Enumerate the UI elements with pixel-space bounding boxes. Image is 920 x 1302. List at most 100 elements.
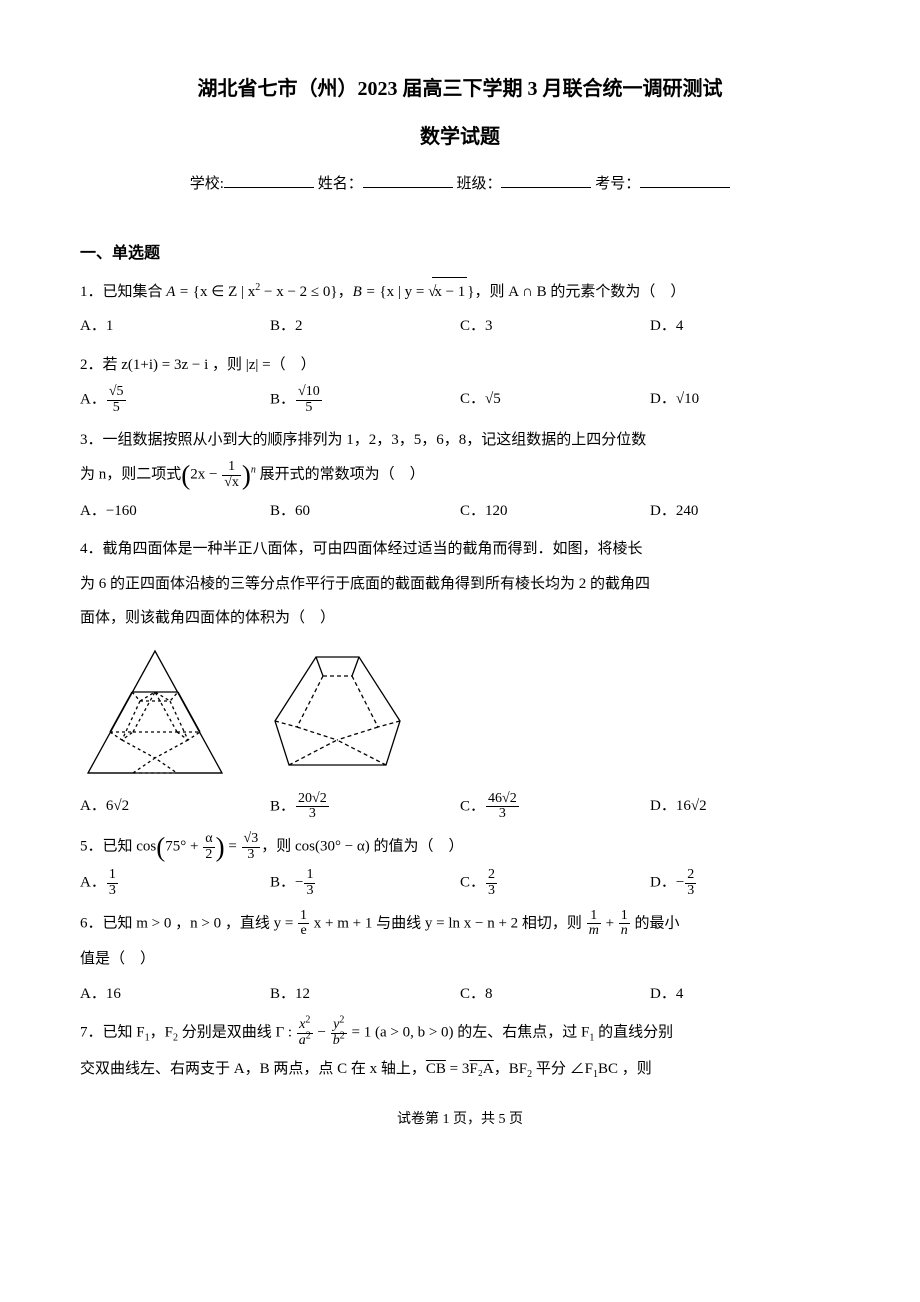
q1-pre: 已知集合 [103, 284, 167, 300]
q2-a-num: √5 [107, 385, 126, 401]
q5-arg1: 75° + [165, 839, 202, 855]
q2-choice-d[interactable]: D．√10 [650, 385, 840, 415]
q4-c-num: 46√2 [486, 792, 519, 808]
q1-choice-c[interactable]: C．3 [460, 312, 650, 341]
q1-choice-d[interactable]: D．4 [650, 312, 840, 341]
q5-rhsnum: √3 [242, 832, 261, 848]
q5-b-label: B．− [270, 875, 303, 891]
q4-figures [80, 645, 840, 780]
question-3-line1: 3．一组数据按照从小到大的顺序排列为 1，2，3，5，6，8，记这组数据的上四分… [80, 426, 840, 455]
student-info-line: 学校: 姓名： 班级： 考号： [80, 170, 840, 199]
q5-a-label: A． [80, 875, 106, 891]
q7-m2: 分别是双曲线 Γ : [178, 1025, 296, 1041]
q6-choice-a[interactable]: A．16 [80, 980, 270, 1009]
q3-fden: √x [222, 476, 241, 491]
class-blank[interactable] [501, 172, 591, 188]
q6-choice-b[interactable]: B．12 [270, 980, 460, 1009]
q1-b-body: x | y = [387, 284, 428, 300]
q4-b-num: 20√2 [296, 792, 329, 808]
q1-b-eq: B = [353, 284, 380, 300]
q7-fxde: 2 [306, 1030, 311, 1041]
q2-choice-b[interactable]: B．√105 [270, 385, 460, 415]
q5-a-den: 3 [107, 884, 118, 899]
q3-fnum: 1 [222, 460, 241, 476]
q4-choice-d[interactable]: D．16√2 [650, 792, 840, 822]
q1-a-body: x ∈ Z | x [200, 284, 255, 300]
truncated-tetrahedron-figure-icon [260, 645, 415, 780]
q7-fxe: 2 [305, 1014, 310, 1025]
q2-b-label: B． [270, 392, 295, 408]
q7-cb: CB [426, 1061, 446, 1077]
q1-post: ，则 A ∩ B 的元素个数为（ ） [474, 284, 685, 300]
q5-choice-c[interactable]: C．23 [460, 868, 650, 898]
q1-choice-b[interactable]: B．2 [270, 312, 460, 341]
q7-fa: F₂A [469, 1061, 493, 1077]
q5-choice-d[interactable]: D．−23 [650, 868, 840, 898]
q5-c-den: 3 [486, 884, 497, 899]
name-blank[interactable] [363, 172, 453, 188]
q5-eq: = [225, 839, 241, 855]
q2-a-den: 5 [107, 401, 126, 416]
q6-pre: 6．已知 m > 0 ，n > 0 ，直线 y = [80, 915, 297, 931]
q5-mid: ，则 cos(30° − α) 的值为（ ） [261, 839, 463, 855]
q5-d-label: D．− [650, 875, 684, 891]
q1-b-sqrt: x − 1 [432, 277, 467, 307]
q3-choice-d[interactable]: D．240 [650, 497, 840, 526]
q2-choices: A．√55 B．√105 C．√5 D．√10 [80, 385, 840, 415]
q3-choice-a[interactable]: A．−160 [80, 497, 270, 526]
q6-choices: A．16 B．12 C．8 D．4 [80, 980, 840, 1009]
q7-l2pre: 交双曲线左、右两支于 A，B 两点，点 C 在 x 轴上， [80, 1061, 426, 1077]
q1-choice-a[interactable]: A．1 [80, 312, 270, 341]
q6-f1n: 1 [298, 909, 309, 925]
question-6-line1: 6．已知 m > 0 ，n > 0 ，直线 y = 1e x + m + 1 与… [80, 909, 840, 939]
question-4-line2: 为 6 的正四面体沿棱的三等分点作平行于底面的截面截角得到所有棱长均为 2 的截… [80, 570, 840, 599]
page-title: 湖北省七市（州）2023 届高三下学期 3 月联合统一调研测试 [80, 70, 840, 108]
school-blank[interactable] [224, 172, 314, 188]
question-7-line2: 交双曲线左、右两支于 A，B 两点，点 C 在 x 轴上，CB = 3F₂A，B… [80, 1055, 840, 1084]
q4-c-den: 3 [486, 807, 519, 822]
q3-post: 展开式的常数项为（ ） [256, 467, 425, 483]
q4-choice-a[interactable]: A．6√2 [80, 792, 270, 822]
q5-choices: A．13 B．−13 C．23 D．−23 [80, 868, 840, 898]
page-subtitle: 数学试题 [80, 118, 840, 156]
q4-choice-c[interactable]: C．46√23 [460, 792, 650, 822]
q5-c-num: 2 [486, 868, 497, 884]
question-4-line3: 面体，则该截角四面体的体积为（ ） [80, 604, 840, 633]
question-3-line2: 为 n，则二项式(2x − 1√x)n 展开式的常数项为（ ） [80, 460, 840, 490]
q5-pre: 5．已知 cos [80, 839, 156, 855]
q4-choice-b[interactable]: B．20√23 [270, 792, 460, 822]
q7-pre: 7．已知 F [80, 1025, 145, 1041]
question-1: 1．已知集合 A = {x ∈ Z | x2 − x − 2 ≤ 0}，B = … [80, 277, 840, 307]
q2-choice-c[interactable]: C．√5 [460, 385, 650, 415]
q5-choice-b[interactable]: B．−13 [270, 868, 460, 898]
q7-m4: 平分 ∠F [532, 1061, 593, 1077]
q5-choice-a[interactable]: A．13 [80, 868, 270, 898]
q6-choice-c[interactable]: C．8 [460, 980, 650, 1009]
q7-bc: BC ，则 [598, 1061, 652, 1077]
q5-argnum: α [203, 832, 214, 848]
q7-m1: ，F [150, 1025, 173, 1041]
q7-fye: 2 [339, 1014, 344, 1025]
class-label: 班级： [456, 176, 501, 192]
q1-a-eq: A = [166, 284, 193, 300]
q3-choice-b[interactable]: B．60 [270, 497, 460, 526]
q7-fxd: a [299, 1033, 306, 1048]
question-2: 2．若 z(1+i) = 3z − i ，则 |z| =（ ） [80, 351, 840, 380]
q2-b-den: 5 [296, 401, 322, 416]
q7-eq2: = 3 [446, 1061, 469, 1077]
examno-blank[interactable] [640, 172, 730, 188]
q3-choice-c[interactable]: C．120 [460, 497, 650, 526]
q5-d-den: 3 [685, 884, 696, 899]
q6-choice-d[interactable]: D．4 [650, 980, 840, 1009]
q7-m3: ，BF [494, 1061, 527, 1077]
tetrahedron-figure-icon [80, 645, 230, 780]
q5-argden: 2 [203, 848, 214, 863]
q4-b-den: 3 [296, 807, 329, 822]
q5-c-label: C． [460, 875, 485, 891]
q6-f1d: e [298, 924, 309, 939]
q1-choices: A．1 B．2 C．3 D．4 [80, 312, 840, 341]
question-6-line2: 值是（ ） [80, 945, 840, 974]
q7-eq: = 1 (a > 0, b > 0) 的左、右焦点，过 F [348, 1025, 590, 1041]
q6-post: 的最小 [631, 915, 680, 931]
q2-choice-a[interactable]: A．√55 [80, 385, 270, 415]
